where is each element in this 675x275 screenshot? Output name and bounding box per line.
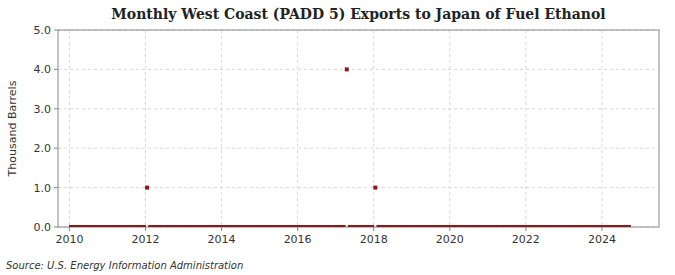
tick-label-y: 0.0 <box>34 221 52 234</box>
annotation: Source: U.S. Energy Information Administ… <box>6 260 243 271</box>
tick-label-y: 2.0 <box>34 142 52 155</box>
grid-line-x <box>69 30 70 227</box>
tick-x <box>601 227 602 231</box>
point <box>145 186 149 190</box>
tick-y <box>54 108 58 109</box>
grid-line-x <box>525 30 526 227</box>
tick-label-x: 2022 <box>512 233 540 246</box>
tick-x <box>221 227 222 231</box>
tick-y <box>54 30 58 31</box>
tick-label-x: 2020 <box>436 233 464 246</box>
plot-area <box>58 30 659 227</box>
tick-label-y: 1.0 <box>34 182 52 195</box>
tick-label-x: 2014 <box>208 233 236 246</box>
y-axis-label: Thousand Barrels <box>6 80 19 177</box>
tick-x <box>145 227 146 231</box>
tick-x <box>69 227 70 231</box>
tick-y <box>54 187 58 188</box>
tick-label-x: 2012 <box>131 233 159 246</box>
points <box>69 67 631 227</box>
grid-line-x <box>449 30 450 227</box>
grid-line-x <box>221 30 222 227</box>
point <box>345 67 349 71</box>
grid-line-x <box>145 30 146 227</box>
point <box>342 225 346 227</box>
tick-label-y: 4.0 <box>34 63 52 76</box>
tick-label-x: 2024 <box>588 233 616 246</box>
tick-y <box>54 148 58 149</box>
grid-line-x <box>601 30 602 227</box>
grid-line-x <box>297 30 298 227</box>
grid-line-y <box>58 108 659 109</box>
point <box>370 225 374 227</box>
tick-y <box>54 227 58 228</box>
tick-x <box>373 227 374 231</box>
point <box>142 225 146 227</box>
tick-y <box>54 69 58 70</box>
tick-label-x: 2018 <box>360 233 388 246</box>
tick-label-x: 2010 <box>55 233 83 246</box>
grid <box>58 30 659 227</box>
plot-frame <box>58 30 659 227</box>
axes: 0.0 1.0 2.0 3.0 4.0 5.0 2010 2012 2014 2016 2018 20… <box>34 24 616 246</box>
chart: 0.0 1.0 2.0 3.0 4.0 5.0 2010 2012 2014 2016 2018 20… <box>0 0 675 275</box>
point <box>627 225 631 227</box>
title: Monthly West Coast (PADD 5) Exports to J… <box>111 6 605 22</box>
point <box>373 186 377 190</box>
tick-label-y: 3.0 <box>34 103 52 116</box>
tick-x <box>449 227 450 231</box>
grid-line-y <box>58 69 659 70</box>
grid-line-y <box>58 148 659 149</box>
tick-label-x: 2016 <box>284 233 312 246</box>
tick-x <box>525 227 526 231</box>
tick-x <box>297 227 298 231</box>
grid-line-x <box>373 30 374 227</box>
tick-label-y: 5.0 <box>34 24 52 37</box>
